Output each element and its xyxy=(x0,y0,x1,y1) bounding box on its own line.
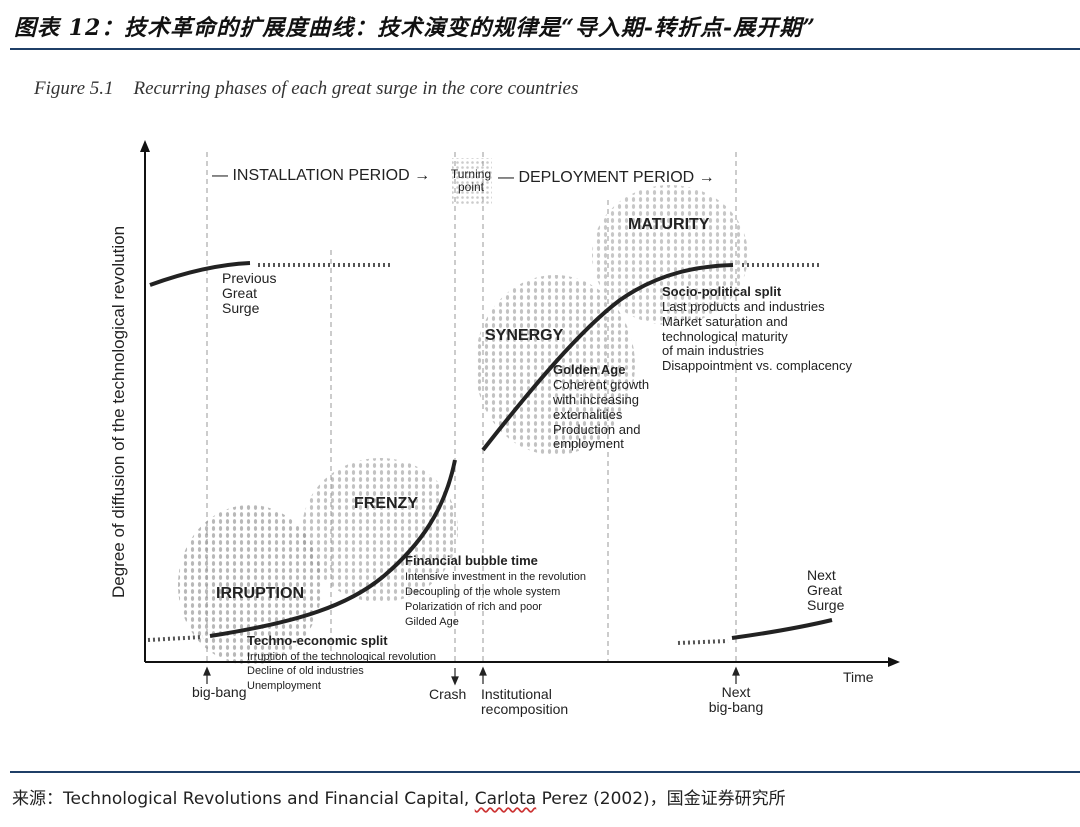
pre-surge-dots xyxy=(147,635,204,642)
svg-text:Irruption of the technological: Irruption of the technological revolutio… xyxy=(247,651,436,663)
page-title: 图表 12：技术革命的扩展度曲线：技术演变的规律是“导入期-转折点-展开期” xyxy=(14,15,816,41)
turning-point-label-line1: Turning xyxy=(451,167,491,181)
svg-text:Intensive investment in the re: Intensive investment in the revolution xyxy=(405,571,586,583)
figure-number: Figure 5.1 xyxy=(34,78,114,99)
maturity-blob xyxy=(592,185,748,325)
svg-text:Financial bubble time: Financial bubble time xyxy=(405,553,538,568)
next-surge-dots xyxy=(677,639,729,645)
footer-divider xyxy=(10,771,1080,773)
svg-text:Surge: Surge xyxy=(807,597,845,613)
crash-label: Crash xyxy=(429,686,466,702)
techno-economic-split-note: Techno-economic split Irruption of the t… xyxy=(247,633,436,692)
svg-text:of main industries: of main industries xyxy=(662,343,764,358)
installation-curve xyxy=(209,459,457,638)
source-note: 来源：Technological Revolutions and Financi… xyxy=(12,784,786,809)
svg-text:Unemployment: Unemployment xyxy=(247,680,321,692)
installation-period-label: — INSTALLATION PERIOD → xyxy=(212,167,430,184)
svg-text:Decoupling of the whole system: Decoupling of the whole system xyxy=(405,586,560,598)
source-rest: Perez (2002)，国金证券研究所 xyxy=(541,789,786,809)
svg-text:Decline of old industries: Decline of old industries xyxy=(247,665,364,677)
next-big-bang-label-line1: Next xyxy=(722,684,751,700)
source-author: Carlota xyxy=(474,789,537,809)
y-axis-arrow xyxy=(140,140,150,152)
financial-bubble-note: Financial bubble time Intensive investme… xyxy=(405,553,586,628)
svg-text:Next: Next xyxy=(807,567,836,583)
svg-text:Surge: Surge xyxy=(222,300,260,316)
irruption-blob xyxy=(178,505,322,665)
next-big-bang-label-line2: big-bang xyxy=(709,699,764,715)
svg-text:employment: employment xyxy=(553,436,624,451)
deployment-period-label: — DEPLOYMENT PERIOD → xyxy=(498,169,715,186)
frenzy-blob xyxy=(302,458,458,602)
svg-text:Great: Great xyxy=(222,285,257,301)
svg-text:externalities: externalities xyxy=(553,407,623,422)
svg-text:Coherent growth: Coherent growth xyxy=(553,377,649,392)
institutional-label-line2: recomposition xyxy=(481,701,568,717)
previous-surge-curve xyxy=(149,261,251,287)
source-label: 来源： xyxy=(12,789,63,809)
svg-text:Golden Age: Golden Age xyxy=(553,362,625,377)
svg-text:Polarization of rich and poor: Polarization of rich and poor xyxy=(405,601,542,613)
svg-text:Techno-economic split: Techno-economic split xyxy=(247,633,388,648)
next-surge-curve xyxy=(731,618,833,640)
institutional-label-line1: Institutional xyxy=(481,686,552,702)
turning-point-label-line2: point xyxy=(458,180,485,194)
phase-frenzy: FRENZY xyxy=(354,495,418,512)
period-guides xyxy=(206,152,737,662)
svg-text:Great: Great xyxy=(807,582,842,598)
source-book: Technological Revolutions and Financial … xyxy=(63,789,470,809)
svg-text:with increasing: with increasing xyxy=(552,392,639,407)
x-axis-label: Time xyxy=(843,669,874,685)
svg-text:Socio-political split: Socio-political split xyxy=(662,284,782,299)
svg-text:Gilded Age: Gilded Age xyxy=(405,616,459,628)
phase-maturity: MATURITY xyxy=(628,216,710,233)
turning-point-band xyxy=(452,158,492,206)
header-divider xyxy=(10,48,1080,50)
svg-text:Production and: Production and xyxy=(553,422,640,437)
svg-text:Previous: Previous xyxy=(222,270,276,286)
svg-text:Disappointment vs. complacency: Disappointment vs. complacency xyxy=(662,358,853,373)
next-surge-label: Next Great Surge xyxy=(807,567,845,613)
deployment-curve xyxy=(481,263,734,452)
event-markers xyxy=(203,666,740,686)
svg-text:technological maturity: technological maturity xyxy=(662,329,788,344)
golden-age-note: Golden Age Coherent growth with increasi… xyxy=(552,362,649,451)
socio-political-split-note: Socio-political split Last products and … xyxy=(662,284,853,373)
phase-irruption: IRRUPTION xyxy=(216,585,304,602)
figure-caption: Figure 5.1 Recurring phases of each great… xyxy=(34,78,578,100)
previous-surge-label: Previous Great Surge xyxy=(222,270,276,316)
y-axis-label: Degree of diffusion of the technological… xyxy=(109,226,128,598)
phase-synergy: SYNERGY xyxy=(485,327,564,344)
svg-text:Market saturation and: Market saturation and xyxy=(662,314,788,329)
x-axis-arrow xyxy=(888,657,900,667)
big-bang-label: big-bang xyxy=(192,684,247,700)
figure-caption-text: Recurring phases of each great surge in … xyxy=(133,78,579,99)
svg-text:Last products and industries: Last products and industries xyxy=(662,299,825,314)
